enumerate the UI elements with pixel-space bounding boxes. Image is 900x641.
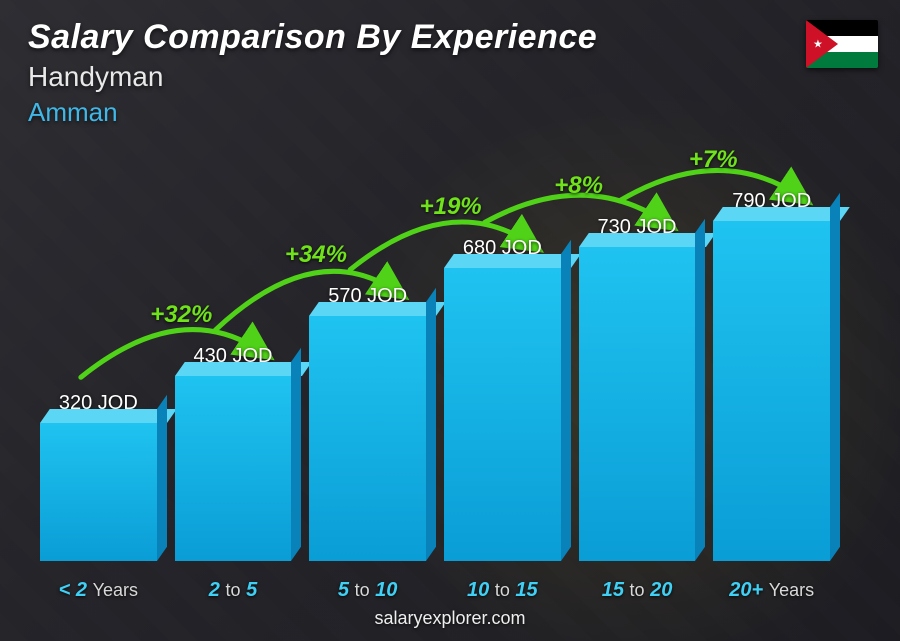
bar-4: 730 JOD15 to 20	[579, 216, 696, 561]
bar-side-face	[291, 348, 301, 561]
bar-x-label: 20+ Years	[729, 579, 814, 602]
bar-side-face	[695, 219, 705, 561]
bar-front-face	[444, 268, 561, 561]
bar-3: 680 JOD10 to 15	[444, 237, 561, 561]
bar-x-label: 2 to 5	[209, 579, 257, 602]
flag-star: ★	[813, 38, 823, 51]
country-flag: ★	[806, 20, 878, 68]
bar-0: 320 JOD< 2 Years	[40, 392, 157, 561]
bar-1: 430 JOD2 to 5	[175, 345, 292, 561]
bar-x-label: 10 to 15	[467, 579, 538, 602]
bar-front-face	[175, 376, 292, 561]
bar-front-face	[713, 221, 830, 561]
bar-side-face	[157, 395, 167, 561]
bar-front-face	[309, 316, 426, 561]
bar-shape	[40, 423, 157, 561]
bar-shape	[579, 247, 696, 561]
increase-pct-label: +32%	[150, 301, 212, 329]
footer-credit: salaryexplorer.com	[0, 608, 900, 629]
bar-x-label: 15 to 20	[602, 579, 673, 602]
increase-pct-label: +8%	[554, 172, 603, 200]
bar-front-face	[40, 423, 157, 561]
bar-front-face	[579, 247, 696, 561]
bar-shape	[713, 221, 830, 561]
header-block: Salary Comparison By Experience Handyman…	[28, 18, 597, 128]
bar-top-face	[40, 409, 176, 423]
location-label: Amman	[28, 97, 597, 128]
job-subtitle: Handyman	[28, 61, 597, 93]
bar-x-label: < 2 Years	[59, 579, 138, 602]
bar-5: 790 JOD20+ Years	[713, 190, 830, 561]
salary-chart: 320 JOD< 2 Years430 JOD2 to 5570 JOD5 to…	[30, 150, 840, 561]
bar-shape	[309, 316, 426, 561]
increase-pct-label: +19%	[420, 193, 482, 221]
bar-side-face	[426, 288, 436, 561]
bar-side-face	[561, 240, 571, 561]
bar-shape	[444, 268, 561, 561]
page-title: Salary Comparison By Experience	[28, 18, 597, 57]
bar-side-face	[830, 193, 840, 561]
bar-x-label: 5 to 10	[338, 579, 398, 602]
increase-pct-label: +7%	[689, 146, 738, 174]
bar-2: 570 JOD5 to 10	[309, 285, 426, 561]
bar-shape	[175, 376, 292, 561]
increase-pct-label: +34%	[285, 241, 347, 269]
